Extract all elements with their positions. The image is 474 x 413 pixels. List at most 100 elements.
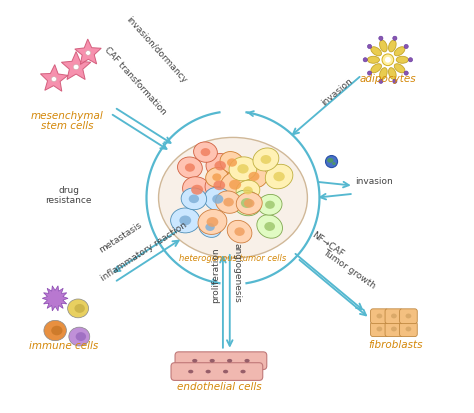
Ellipse shape <box>240 165 267 188</box>
Ellipse shape <box>406 313 411 318</box>
Ellipse shape <box>389 68 396 79</box>
Text: CAF transformation: CAF transformation <box>103 45 168 116</box>
Ellipse shape <box>367 71 372 75</box>
Text: NF→CAF: NF→CAF <box>310 230 345 259</box>
Ellipse shape <box>264 222 275 231</box>
Ellipse shape <box>258 195 282 215</box>
Ellipse shape <box>85 51 91 55</box>
Ellipse shape <box>191 185 203 195</box>
Ellipse shape <box>391 313 397 318</box>
Ellipse shape <box>192 359 197 363</box>
Ellipse shape <box>376 327 383 331</box>
Ellipse shape <box>394 64 405 73</box>
Text: angiogenesis: angiogenesis <box>233 243 241 303</box>
Ellipse shape <box>396 56 409 63</box>
Ellipse shape <box>367 56 380 63</box>
Ellipse shape <box>327 158 334 163</box>
Ellipse shape <box>404 44 408 49</box>
Ellipse shape <box>382 54 394 66</box>
Ellipse shape <box>380 40 387 52</box>
Ellipse shape <box>69 327 90 346</box>
FancyBboxPatch shape <box>371 322 388 337</box>
Ellipse shape <box>265 164 293 189</box>
Polygon shape <box>62 52 91 80</box>
Ellipse shape <box>229 180 241 190</box>
FancyBboxPatch shape <box>385 322 403 337</box>
Text: invasion: invasion <box>355 177 392 186</box>
Ellipse shape <box>193 142 218 162</box>
Ellipse shape <box>376 313 383 318</box>
Ellipse shape <box>257 215 283 238</box>
Polygon shape <box>42 286 68 311</box>
Ellipse shape <box>367 44 372 49</box>
Text: inflammatory reaction: inflammatory reaction <box>99 221 189 283</box>
Ellipse shape <box>179 216 191 225</box>
FancyBboxPatch shape <box>175 352 267 370</box>
Ellipse shape <box>237 164 249 173</box>
Ellipse shape <box>394 47 405 56</box>
Ellipse shape <box>182 177 212 203</box>
Ellipse shape <box>363 58 367 62</box>
Ellipse shape <box>371 47 382 56</box>
Ellipse shape <box>68 299 89 318</box>
Ellipse shape <box>379 79 383 83</box>
Ellipse shape <box>248 172 259 181</box>
Ellipse shape <box>243 186 253 195</box>
Text: heterogenous tumor cells: heterogenous tumor cells <box>179 254 287 263</box>
Ellipse shape <box>188 370 193 373</box>
Polygon shape <box>75 39 101 64</box>
Text: invasion/dormancy: invasion/dormancy <box>124 15 189 85</box>
Ellipse shape <box>227 221 252 243</box>
Ellipse shape <box>235 227 245 236</box>
Text: fibroblasts: fibroblasts <box>369 340 423 350</box>
Ellipse shape <box>212 173 221 181</box>
Text: Tumor growth: Tumor growth <box>321 248 377 291</box>
Ellipse shape <box>253 148 279 171</box>
Ellipse shape <box>206 168 228 187</box>
Ellipse shape <box>220 172 250 197</box>
Ellipse shape <box>189 195 199 203</box>
Ellipse shape <box>393 36 397 40</box>
Ellipse shape <box>216 191 241 213</box>
Ellipse shape <box>198 209 227 235</box>
Ellipse shape <box>404 71 408 75</box>
Ellipse shape <box>213 180 225 190</box>
Ellipse shape <box>178 157 202 178</box>
Ellipse shape <box>51 326 63 335</box>
Ellipse shape <box>229 157 257 181</box>
Ellipse shape <box>245 359 250 363</box>
Ellipse shape <box>273 172 285 181</box>
Ellipse shape <box>236 180 260 201</box>
Text: adipocytes: adipocytes <box>360 74 416 84</box>
Ellipse shape <box>227 158 237 167</box>
Text: mesenchymal: mesenchymal <box>31 112 104 121</box>
Polygon shape <box>40 64 68 91</box>
Ellipse shape <box>232 190 261 216</box>
Ellipse shape <box>240 370 246 373</box>
Ellipse shape <box>244 199 255 208</box>
FancyBboxPatch shape <box>371 309 388 324</box>
Ellipse shape <box>171 208 200 233</box>
Ellipse shape <box>44 320 66 341</box>
Ellipse shape <box>212 195 223 204</box>
Ellipse shape <box>206 154 234 178</box>
Ellipse shape <box>236 192 262 214</box>
FancyBboxPatch shape <box>400 309 417 324</box>
Ellipse shape <box>406 327 411 331</box>
Ellipse shape <box>158 138 308 258</box>
Ellipse shape <box>223 198 234 206</box>
Ellipse shape <box>332 162 336 165</box>
Ellipse shape <box>204 188 231 211</box>
Ellipse shape <box>206 370 211 373</box>
Ellipse shape <box>326 156 337 168</box>
FancyBboxPatch shape <box>400 322 417 337</box>
Ellipse shape <box>391 327 397 331</box>
Text: drug: drug <box>58 185 79 195</box>
Ellipse shape <box>241 198 253 208</box>
Ellipse shape <box>265 201 275 209</box>
Text: stem cells: stem cells <box>41 121 93 131</box>
Text: invasion: invasion <box>319 76 354 107</box>
Ellipse shape <box>199 217 221 237</box>
Ellipse shape <box>185 164 195 172</box>
Ellipse shape <box>409 58 412 62</box>
